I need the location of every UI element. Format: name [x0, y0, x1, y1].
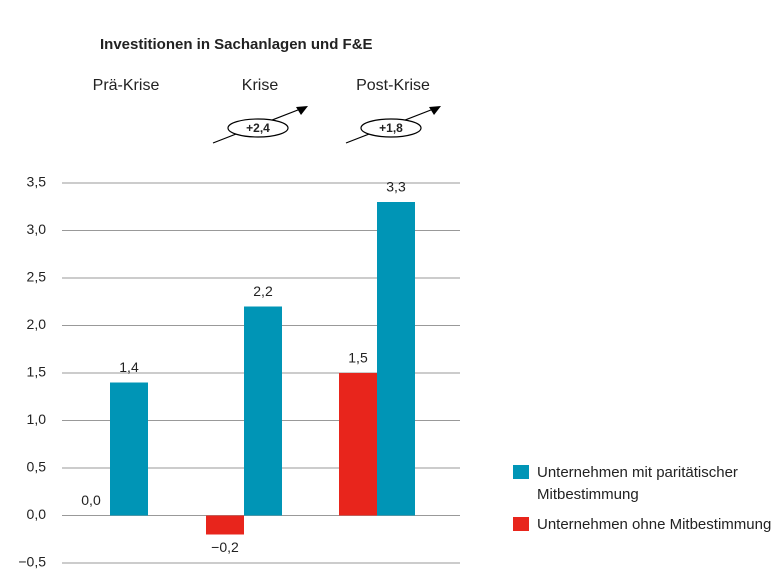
- legend-label: Unternehmen ohne Mitbestimmung: [537, 516, 772, 533]
- bar: [244, 306, 282, 516]
- value-label: −0,2: [211, 539, 239, 555]
- bar: [110, 382, 148, 516]
- y-tick-label: 2,5: [27, 269, 47, 285]
- legend-item: Unternehmen mit paritätischer Mitbestimm…: [513, 462, 782, 506]
- y-tick-label: 3,0: [27, 221, 47, 237]
- legend-label: Unternehmen mit paritätischer Mitbestimm…: [537, 464, 738, 503]
- annotation-arrowhead: [296, 106, 308, 115]
- y-tick-label: −0,5: [18, 554, 46, 570]
- legend-swatch: [513, 517, 529, 531]
- legend-item: Unternehmen ohne Mitbestimmung: [513, 514, 782, 536]
- y-tick-label: 1,5: [27, 364, 47, 380]
- annotation: +2,4: [246, 121, 270, 135]
- category-label: Prä-Krise: [93, 77, 160, 94]
- chart-title: Investitionen in Sachanlagen und F&E: [100, 36, 373, 53]
- y-tick-label: 3,5: [27, 174, 47, 190]
- bar: [339, 373, 377, 516]
- value-label: 2,2: [253, 283, 273, 299]
- y-tick-label: 2,0: [27, 316, 47, 332]
- annotation-ellipse: [227, 118, 289, 138]
- value-label: 1,5: [348, 350, 368, 366]
- annotation-arrowhead: [429, 106, 441, 115]
- y-tick-label: 0,5: [27, 459, 47, 475]
- value-label: 0,0: [81, 492, 101, 508]
- annotation: +1,8: [379, 121, 403, 135]
- category-label: Krise: [242, 77, 279, 94]
- annotation-ellipse: [360, 118, 422, 138]
- y-tick-label: 0,0: [27, 506, 47, 522]
- bar: [377, 202, 415, 516]
- category-label: Post-Krise: [356, 77, 430, 94]
- y-tick-label: 1,0: [27, 411, 47, 427]
- legend: Unternehmen mit paritätischer Mitbestimm…: [513, 462, 782, 544]
- legend-swatch: [513, 465, 529, 479]
- value-label: 1,4: [119, 359, 139, 375]
- value-label: 3,3: [386, 179, 406, 195]
- bar: [206, 515, 244, 535]
